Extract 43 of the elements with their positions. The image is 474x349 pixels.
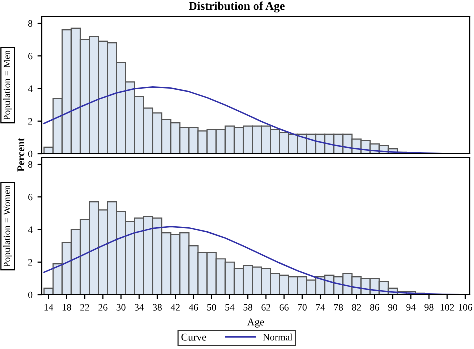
y-tick-label: 8 [28, 161, 33, 168]
x-tick-label: 74 [316, 304, 326, 311]
x-tick-label: 102 [440, 304, 454, 311]
x-tick-label: 26 [98, 304, 108, 311]
x-tick-label: 94 [406, 304, 416, 311]
x-tick-label: 14 [44, 304, 54, 311]
text: Population = Women [4, 185, 12, 268]
x-tick-label: 30 [116, 304, 126, 311]
y-tick-label: 8 [28, 20, 33, 27]
y-tick-label: 6 [28, 53, 33, 60]
x-tick-label: 78 [334, 304, 344, 311]
x-tick-label: 18 [62, 304, 72, 311]
y-tick-label: 4 [28, 86, 33, 92]
x-axis-title: Age [247, 318, 264, 328]
text: Population = Men [4, 50, 12, 120]
x-tick-label: 66 [280, 304, 289, 311]
x-tick-label: 38 [153, 304, 162, 311]
y-tick-label: 4 [28, 226, 33, 234]
x-tick-label: 22 [80, 304, 90, 311]
x-tick-label: 106 [459, 304, 472, 311]
y-tick-label: 6 [28, 194, 33, 201]
x-tick-label: 82 [352, 304, 362, 311]
y-tick-label: 0 [28, 150, 33, 158]
chart-title: Distribution of Age [189, 2, 285, 13]
x-tick-label: 54 [226, 304, 235, 311]
x-tick-label: 90 [388, 304, 398, 311]
x-tick-label: 86 [370, 304, 380, 311]
y-tick-label: 2 [28, 259, 32, 266]
x-tick-label: 70 [298, 304, 307, 311]
y-tick-label: 0 [28, 292, 33, 298]
y-tick-label: 2 [28, 118, 32, 125]
x-tick-label: 50 [208, 304, 216, 311]
line-series [44, 226, 462, 295]
x-tick-label: 42 [170, 304, 180, 311]
x-tick-label: 98 [424, 304, 434, 311]
x-tick-label: 58 [244, 304, 253, 311]
line-series [44, 86, 462, 154]
legend-title: Curve [182, 334, 206, 341]
legend-label: Normal [263, 334, 293, 341]
x-tick-label: 62 [262, 304, 271, 311]
y-axis-title: Percent [18, 138, 25, 172]
x-tick-label: 34 [134, 304, 144, 311]
x-tick-label: 46 [189, 304, 198, 311]
